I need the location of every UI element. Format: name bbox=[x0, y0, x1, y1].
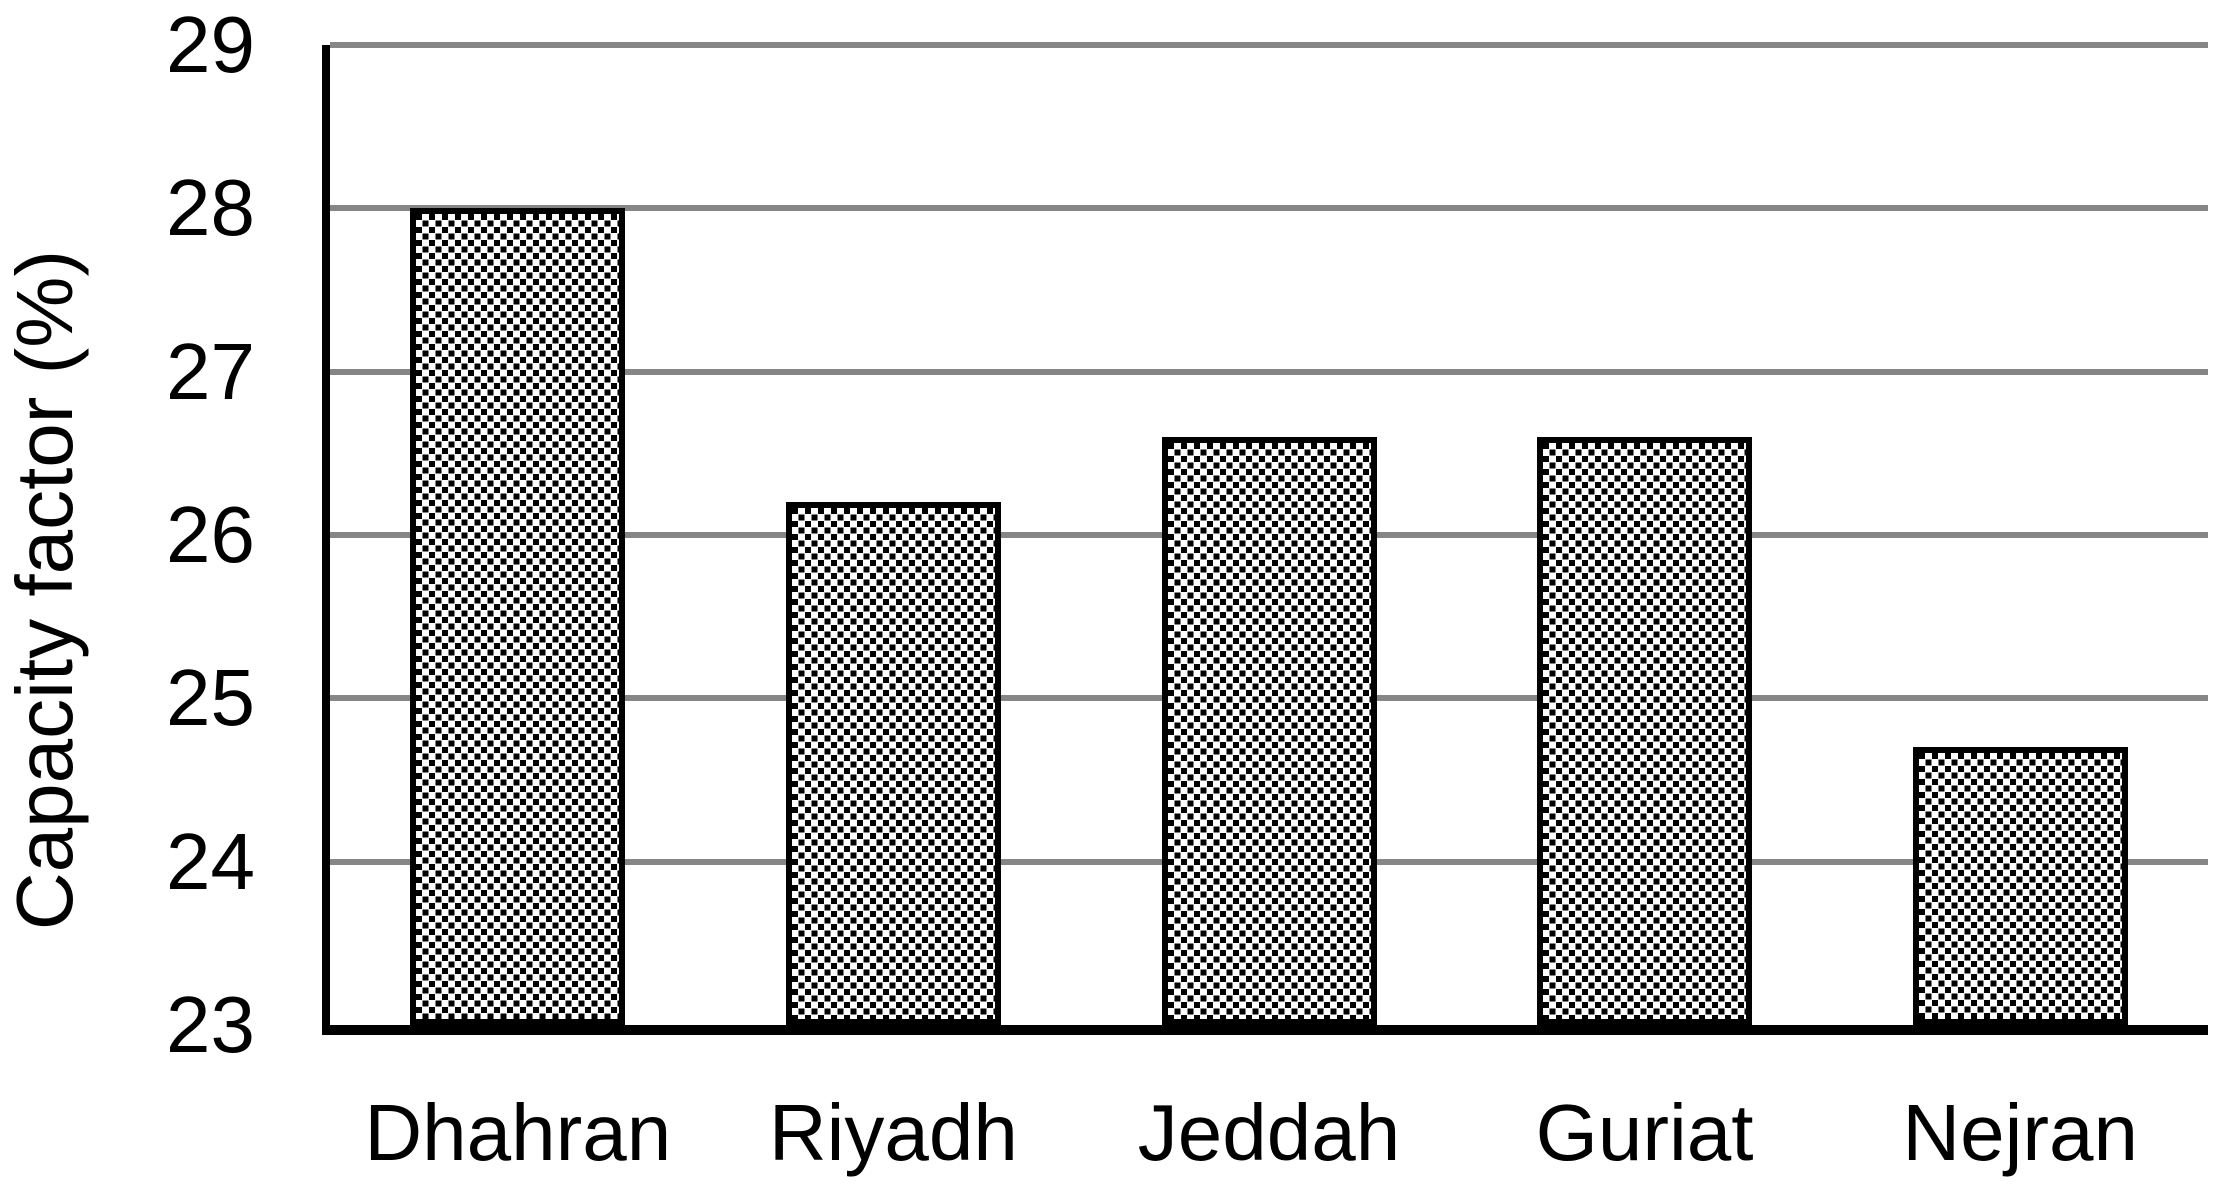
gridline-28 bbox=[330, 205, 2208, 212]
bar-dhahran bbox=[410, 208, 626, 1025]
y-tick-label-23: 23 bbox=[166, 980, 255, 1069]
y-tick-label-27: 27 bbox=[166, 326, 255, 416]
y-tick-label-26: 26 bbox=[166, 490, 255, 579]
bar-nejran bbox=[1912, 747, 2128, 1025]
gridline-29 bbox=[330, 42, 2208, 48]
y-tick-label-24: 24 bbox=[166, 816, 255, 906]
x-category-label-jeddah: Jeddah bbox=[1137, 1088, 1401, 1177]
x-category-label-riyadh: Riyadh bbox=[768, 1088, 1018, 1177]
y-tick-label-29: 29 bbox=[166, 0, 255, 89]
bar-riyadh bbox=[785, 502, 1001, 1025]
x-category-label-dhahran: Dhahran bbox=[364, 1088, 672, 1177]
bar-jeddah bbox=[1161, 437, 1377, 1025]
plot-area bbox=[322, 42, 2208, 1035]
x-category-label-nejran: Nejran bbox=[1902, 1088, 2139, 1177]
gridline-27 bbox=[330, 368, 2208, 375]
bar-guriat bbox=[1537, 437, 1753, 1025]
x-category-label-guriat: Guriat bbox=[1535, 1088, 1754, 1177]
y-tick-label-25: 25 bbox=[166, 653, 255, 743]
y-tick-label-28: 28 bbox=[166, 163, 255, 253]
